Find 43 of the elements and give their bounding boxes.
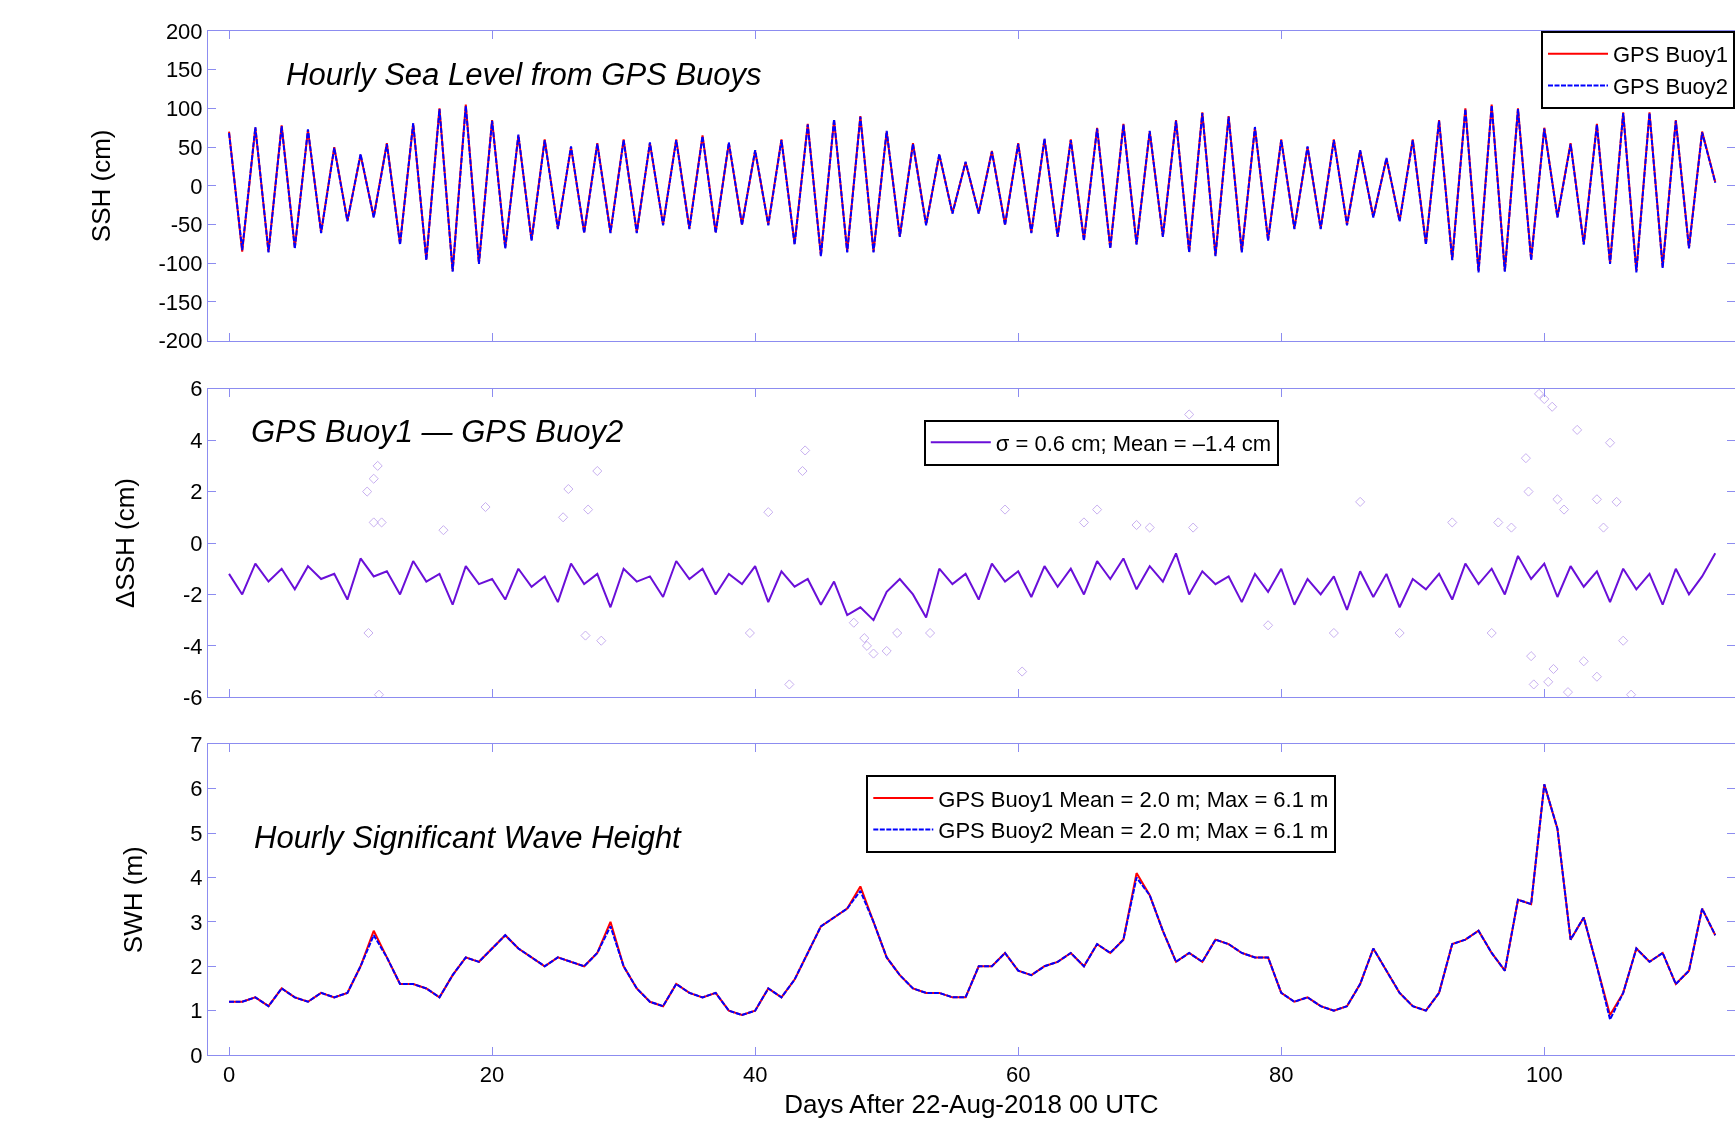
legend-label: GPS Buoy1	[1613, 42, 1728, 68]
x-tick-label: 0	[222, 1062, 236, 1088]
legend-label: GPS Buoy2 Mean = 2.0 m; Max = 6.1 m	[938, 818, 1329, 844]
y-tick-label: -50	[170, 212, 203, 238]
y-tick-label: -150	[158, 289, 203, 315]
line-series	[228, 552, 1717, 622]
y-tick-label: 1	[190, 998, 203, 1024]
y-tick-label: 0	[190, 1042, 203, 1068]
y-axis-title: SSH (cm)	[85, 129, 116, 243]
y-tick-label: 150	[165, 57, 203, 83]
y-tick-label: 5	[190, 820, 203, 846]
y-tick-label: 4	[190, 427, 203, 453]
x-axis-title: Days After 22-Aug-2018 00 UTC	[784, 1089, 1159, 1120]
y-tick-label: 3	[190, 909, 203, 935]
y-tick-label: 50	[178, 134, 203, 160]
y-tick-label: 0	[190, 173, 203, 199]
y-tick-label: -4	[183, 633, 203, 659]
y-tick-label: 4	[190, 865, 203, 891]
y-tick-label: 0	[190, 530, 203, 556]
x-tick-label: 80	[1269, 1062, 1294, 1088]
y-tick-label: 100	[165, 96, 203, 122]
legend-label: GPS Buoy1 Mean = 2.0 m; Max = 6.1 m	[938, 786, 1329, 812]
y-tick-label: 2	[190, 953, 203, 979]
y-axis-title: ΔSSH (cm)	[110, 478, 141, 609]
y-tick-label: -6	[183, 684, 203, 710]
y-tick-label: -100	[158, 250, 203, 276]
y-tick-label: 6	[190, 776, 203, 802]
y-tick-label: 200	[165, 18, 203, 44]
y-tick-label: 7	[190, 732, 203, 758]
x-tick-label: 60	[1005, 1062, 1031, 1088]
x-tick-label: 40	[742, 1062, 768, 1088]
text: Hourly Significant Wave Height	[254, 820, 683, 855]
x-tick-label: 100	[1525, 1062, 1563, 1088]
y-tick-label: -2	[183, 582, 203, 608]
y-tick-label: 6	[190, 376, 203, 402]
y-tick-label: -200	[158, 328, 203, 354]
x-tick-label: 20	[479, 1062, 505, 1088]
text: Hourly Sea Level from GPS Buoys	[286, 57, 762, 92]
legend-label: σ = 0.6 cm; Mean = –1.4 cm	[995, 430, 1272, 456]
text: GPS Buoy1 — GPS Buoy2	[251, 414, 624, 449]
legend-label: GPS Buoy2	[1613, 74, 1728, 100]
y-tick-label: 2	[190, 479, 203, 505]
y-axis-title: SWH (m)	[117, 846, 148, 954]
